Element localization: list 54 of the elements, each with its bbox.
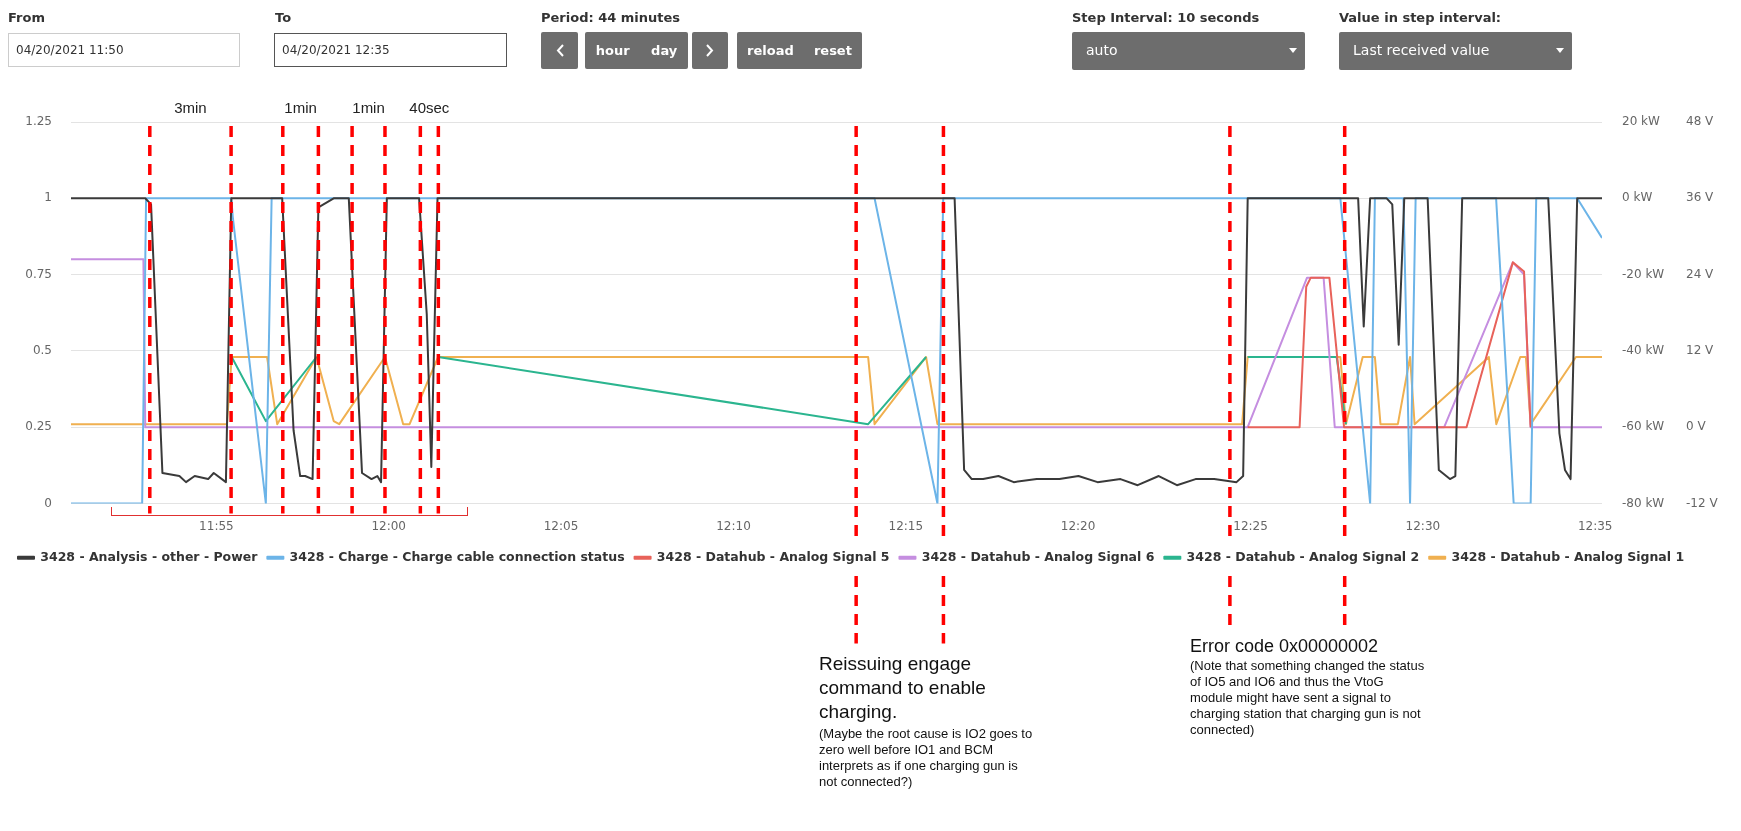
text: Period: 44 minutes <box>541 10 681 25</box>
text: 04/20/2021 12:35 <box>274 33 507 67</box>
x-tick-label: 12:05 <box>543 518 579 533</box>
text: Error code 0x00000002 <box>1190 635 1380 657</box>
text: 04/20/2021 11:50 <box>8 33 240 67</box>
legend-label: 3428 - Datahub - Analog Signal 1 <box>1451 549 1685 564</box>
text: Value in step interval: <box>1339 10 1502 25</box>
y2-tick-label: 20 kW <box>1622 114 1661 129</box>
text: 3min <box>174 98 207 116</box>
text: reload <box>747 43 794 58</box>
x-tick-label: 12:30 <box>1405 518 1441 533</box>
y3-tick-label: 24 V <box>1686 266 1715 281</box>
legend-label: 3428 - Datahub - Analog Signal 5 <box>656 549 890 564</box>
y3-tick-label: 0 V <box>1686 419 1707 434</box>
y-tick-label: 0.75 <box>25 266 52 281</box>
y-tick-label: 1.25 <box>25 114 52 129</box>
legend-label: 3428 - Analysis - other - Power <box>40 549 259 564</box>
x-tick-label: 12:20 <box>1060 518 1096 533</box>
y2-tick-label: -80 kW <box>1622 495 1665 510</box>
y-tick-label: 0.25 <box>25 419 52 434</box>
x-tick-label: 11:55 <box>199 518 234 533</box>
text: auto <box>1072 32 1305 70</box>
text: hour <box>595 43 630 58</box>
x-tick-label: 12:15 <box>888 518 924 533</box>
y2-tick-label: 0 kW <box>1622 190 1653 205</box>
x-tick-label: 12:10 <box>716 518 751 533</box>
y-tick-label: 1 <box>44 190 52 205</box>
legend-label: 3428 - Datahub - Analog Signal 6 <box>921 549 1155 564</box>
y2-tick-label: -60 kW <box>1622 419 1665 434</box>
y3-tick-label: -12 V <box>1686 495 1719 510</box>
text: From <box>8 10 45 25</box>
text: (Maybe the root cause is IO2 goes to zero well before IO1 and BCM interprets as if one charging gun is not connected?) <box>819 726 1034 790</box>
text: Reissuing engage command to enable charging. <box>819 652 987 724</box>
x-tick-label: 12:25 <box>1233 518 1268 533</box>
text: day <box>651 43 678 58</box>
y-tick-label: 0 <box>44 495 52 510</box>
text: Last received value <box>1339 32 1572 70</box>
y2-tick-label: -40 kW <box>1622 343 1665 358</box>
text: To <box>275 10 292 25</box>
legend-label: 3428 - Charge - Charge cable connection status <box>289 549 625 564</box>
text: 40sec <box>409 98 450 116</box>
y2-tick-label: -20 kW <box>1622 266 1665 281</box>
x-tick-label: 12:00 <box>371 518 406 533</box>
x-tick-label: 12:35 <box>1577 518 1613 533</box>
text: reset <box>813 43 852 58</box>
text: Step Interval: 10 seconds <box>1072 10 1260 25</box>
legend-label: 3428 - Datahub - Analog Signal 2 <box>1186 549 1420 564</box>
text: 1min <box>352 98 385 116</box>
y3-tick-label: 36 V <box>1686 190 1715 205</box>
y3-tick-label: 12 V <box>1686 343 1715 358</box>
y3-tick-label: 48 V <box>1686 114 1715 129</box>
y-tick-label: 0.5 <box>32 343 52 358</box>
text: (Note that something changed the status of IO5 and IO6 and thus the VtoG module might have sent a signal to charging station that charging gun is not connected) <box>1190 658 1425 738</box>
text: 1min <box>284 98 317 116</box>
